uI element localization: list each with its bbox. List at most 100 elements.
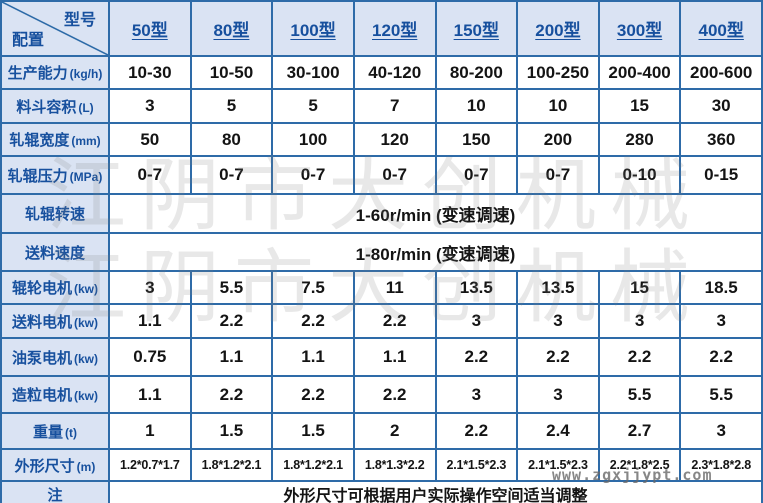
cell-value: 1.8*1.3*2.2: [352, 448, 437, 482]
row-label-text: 轧辊宽度: [9, 132, 70, 149]
cell-value: 10-30: [108, 55, 192, 90]
cell-value: 10: [516, 88, 600, 124]
cell-value: 18.5: [679, 270, 763, 305]
corner-config-label: 配置: [12, 32, 45, 49]
model-header[interactable]: 100型: [271, 0, 355, 57]
cell-value: 2.2: [271, 375, 355, 414]
cell-value: 30-100: [271, 55, 355, 90]
cell-value: 15: [597, 88, 682, 124]
cell-value: 5: [189, 88, 274, 124]
cell-value: 5.5: [597, 375, 682, 414]
cell-value: 0-7: [108, 155, 192, 195]
cell-value: 3: [434, 375, 519, 414]
model-header[interactable]: 50型: [108, 0, 192, 57]
cell-value: 2.2: [679, 337, 763, 377]
row-label-text: 外形尺寸: [14, 457, 75, 475]
cell-value: 13.5: [434, 270, 519, 305]
row-label-text: 料斗容积: [16, 98, 77, 116]
cell-value: 2.2: [271, 303, 355, 339]
row-label-text: 轧辊转速: [24, 206, 85, 223]
row-label-text: 送料电机: [11, 313, 72, 331]
cell-value: 3: [434, 303, 519, 339]
cell-value: 80-200: [434, 55, 519, 90]
table-row: 外形尺寸 (m) 1.2*0.7*1.7 1.8*1.2*2.1 1.8*1.2*2.1…: [0, 448, 763, 482]
row-label-text: 重量: [32, 423, 63, 441]
cell-value: 0-7: [352, 155, 437, 195]
cell-value: 3: [597, 303, 682, 339]
cell-value: 200: [516, 122, 600, 157]
row-label: 生产能力 (kg/h): [0, 55, 110, 90]
row-span-value: 1-60r/min (变速调速): [108, 193, 763, 234]
row-label: 送料速度: [0, 232, 110, 272]
cell-value: 1.1: [189, 337, 274, 377]
cell-value: 5.5: [679, 375, 763, 414]
row-label: 注: [0, 480, 110, 503]
row-label-text: 生产能力: [7, 65, 68, 82]
cell-value: 2.4: [516, 412, 600, 450]
cell-value: 100: [271, 122, 355, 157]
row-label-unit: (kg/h): [69, 67, 103, 81]
model-header[interactable]: 300型: [597, 0, 682, 57]
table-row: 轧辊宽度 (mm) 50 80 100 120 150 200 280 360: [0, 122, 763, 157]
cell-value: 7: [352, 88, 437, 124]
row-label-text: 送料速度: [24, 244, 85, 262]
cell-value: 30: [679, 88, 763, 124]
table-row: 送料电机 (kw) 1.1 2.2 2.2 2.2 3 3 3 3: [0, 303, 763, 339]
cell-value: 2.2: [352, 303, 437, 339]
cell-value: 5.5: [189, 270, 274, 305]
cell-value: 2: [352, 412, 437, 450]
cell-value: 1.5: [189, 412, 274, 450]
cell-value: 0-15: [679, 155, 763, 195]
row-label-unit: (kw): [74, 315, 98, 330]
model-header[interactable]: 200型: [516, 0, 600, 57]
row-label-unit: (kw): [74, 282, 98, 296]
cell-value: 120: [352, 122, 437, 157]
row-label: 轧辊压力 (MPa): [0, 155, 110, 195]
cell-value: 40-120: [352, 55, 437, 90]
cell-value: 1.5: [271, 412, 355, 450]
model-header[interactable]: 120型: [352, 0, 437, 57]
cell-value: 10-50: [189, 55, 274, 90]
model-header[interactable]: 80型: [189, 0, 274, 57]
table-row: 注 外形尺寸可根据用户实际操作空间适当调整: [0, 480, 763, 503]
cell-value: 13.5: [516, 270, 600, 305]
table-row: 油泵电机 (kw) 0.75 1.1 1.1 1.1 2.2 2.2 2.2 2.2: [0, 337, 763, 377]
cell-value: 3: [516, 375, 600, 414]
cell-value: 0-7: [516, 155, 600, 195]
cell-value: 3: [108, 270, 192, 305]
cell-value: 2.2: [516, 337, 600, 377]
cell-value: 2.7: [597, 412, 682, 450]
model-header[interactable]: 400型: [679, 0, 763, 57]
cell-value: 50: [108, 122, 192, 157]
cell-value: 0-7: [434, 155, 519, 195]
note-text: 外形尺寸可根据用户实际操作空间适当调整: [108, 480, 763, 503]
cell-value: 360: [679, 122, 763, 157]
row-span-value: 1-80r/min (变速调速): [108, 232, 763, 272]
model-header[interactable]: 150型: [434, 0, 519, 57]
table-row: 造粒电机 (kw) 1.1 2.2 2.2 2.2 3 3 5.5 5.5: [0, 375, 763, 414]
cell-value: 1.8*1.2*2.1: [189, 448, 274, 482]
cell-value: 1.1: [108, 375, 192, 414]
row-label-unit: (m): [76, 459, 96, 474]
cell-value: 2.2: [189, 375, 274, 414]
cell-value: 1.8*1.2*2.1: [271, 448, 355, 482]
table-row: 生产能力 (kg/h) 10-30 10-50 30-100 40-120 80-200 10…: [0, 55, 763, 90]
cell-value: 2.2*1.8*2.5: [597, 448, 682, 482]
row-label-text: 注: [47, 486, 63, 503]
cell-value: 2.1*1.5*2.3: [516, 448, 600, 482]
cell-value: 200-600: [679, 55, 763, 90]
row-label: 油泵电机 (kw): [0, 337, 110, 377]
row-label-unit: (mm): [71, 134, 101, 148]
table-row: 料斗容积 (L) 3 5 5 7 10 10 15 30: [0, 88, 763, 124]
row-label-unit: (kw): [74, 389, 98, 403]
row-label-unit: (t): [65, 425, 77, 440]
row-label: 重量 (t): [0, 412, 110, 450]
row-label: 料斗容积 (L): [0, 88, 110, 124]
spec-table-body: 生产能力 (kg/h) 10-30 10-50 30-100 40-120 80-200 10…: [0, 55, 763, 503]
cell-value: 3: [516, 303, 600, 339]
cell-value: 1.1: [108, 303, 192, 339]
cell-value: 7.5: [271, 270, 355, 305]
row-label: 外形尺寸 (m): [0, 448, 110, 482]
